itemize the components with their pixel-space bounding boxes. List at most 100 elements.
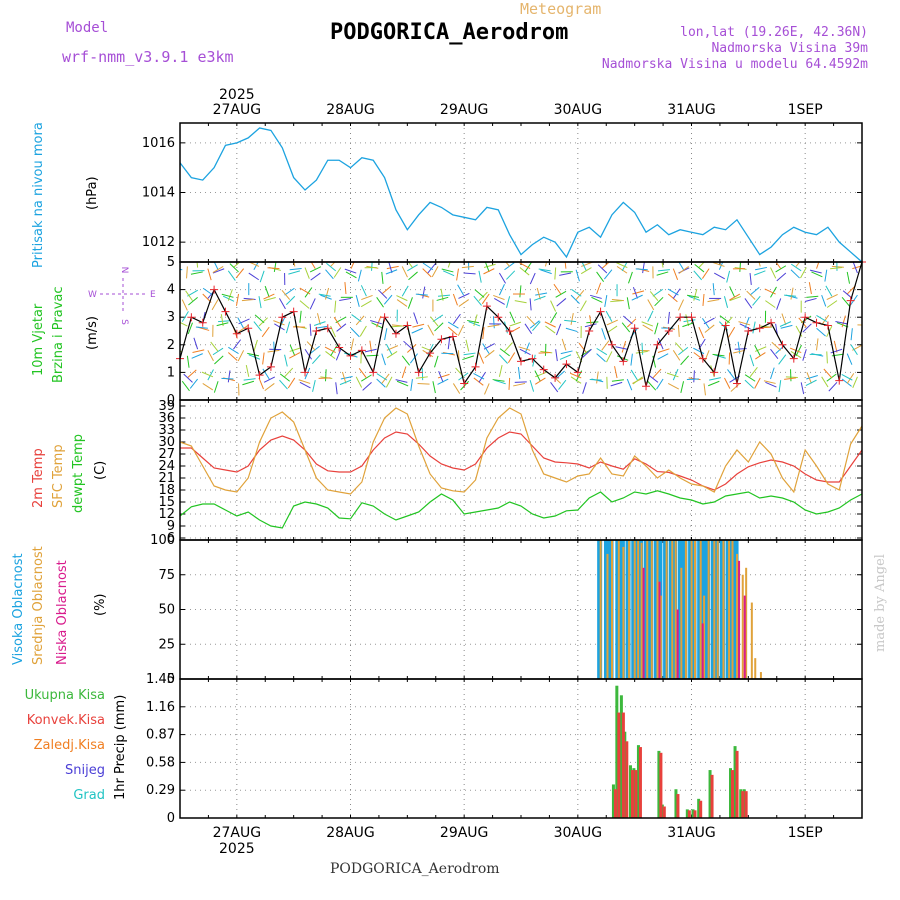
wind-arrow <box>422 286 426 299</box>
wind-arrow <box>790 269 800 279</box>
wind-arrow <box>396 380 409 387</box>
y-tick-label: 33 <box>158 423 175 438</box>
wind-gust-marker <box>312 327 321 335</box>
wind-gust-marker <box>505 327 514 335</box>
top-date-label: 1SEP <box>788 102 823 118</box>
y-tick-label: 25 <box>158 637 175 652</box>
wind-arrow <box>285 321 291 334</box>
wind-gust-marker <box>630 324 639 333</box>
wind-arrow <box>570 313 574 326</box>
wind-gust-marker <box>744 327 753 335</box>
wind-arrow <box>730 383 741 392</box>
wind-arrow <box>564 319 577 323</box>
wind-arrow <box>335 382 338 395</box>
precip-total-bar <box>733 746 737 818</box>
temp-2m-line <box>180 431 863 491</box>
wind-arrow <box>288 270 301 275</box>
wind-arrow <box>355 376 363 388</box>
wind-arrow <box>560 350 573 355</box>
wind-arrow <box>316 313 321 326</box>
wind-arrow <box>461 265 474 269</box>
cloud-mid-bar <box>707 540 710 679</box>
precip-total-bar <box>729 768 733 818</box>
y-tick-label: 1 <box>167 365 175 380</box>
wind-arrow <box>218 320 231 323</box>
wind-arrow <box>293 262 296 267</box>
y-tick-label: 3 <box>167 310 175 325</box>
wind-arrow <box>798 317 807 328</box>
wind-arrow <box>778 354 787 365</box>
y-tick-label: 6 <box>167 531 175 546</box>
wind-arrow <box>447 337 451 350</box>
wind-arrow <box>227 289 233 301</box>
wind-gust-marker <box>846 296 855 305</box>
wind-arrow <box>357 269 362 282</box>
wind-arrow <box>262 368 270 380</box>
wind-arrow <box>785 376 798 378</box>
wind-gust-marker <box>482 302 491 311</box>
precip-conv-bar <box>735 750 739 818</box>
wind-gust-marker <box>471 362 480 371</box>
wind-arrow <box>524 262 533 273</box>
wind-arrow <box>494 379 506 385</box>
cloud-mid-bar <box>716 540 719 679</box>
wind-arrow <box>570 376 582 384</box>
wind-arrow <box>442 270 455 277</box>
wind-arrow <box>284 287 295 296</box>
cloud-low-bar <box>738 560 741 679</box>
wind-arrow <box>606 351 613 363</box>
bottom-date-label: 28AUG <box>326 825 375 841</box>
cloud-mid-bar <box>622 546 625 679</box>
wind-arrow <box>635 350 648 354</box>
wind-arrow <box>494 297 505 305</box>
wind-arrow <box>351 314 362 323</box>
wind-arrow <box>826 294 838 300</box>
wind-arrow <box>544 262 548 267</box>
wind-arrow <box>739 262 742 272</box>
wind-arrow <box>306 341 316 351</box>
wind-arrow <box>507 352 516 363</box>
meteogram-title: Meteogram <box>520 0 602 18</box>
wind-arrow <box>340 376 353 380</box>
precip-conv-bar <box>617 712 621 818</box>
wind-arrow <box>467 319 480 324</box>
wind-arrow <box>504 342 513 352</box>
wind-arrow <box>345 271 357 279</box>
cloud-mid-bar <box>656 540 659 679</box>
wind-gust-marker <box>823 321 832 330</box>
wind-arrow <box>362 381 372 391</box>
wind-arrow <box>411 327 423 334</box>
wind-arrow <box>610 300 623 303</box>
cloud-mid-bar <box>628 540 631 679</box>
cloud-low-bar <box>701 623 704 679</box>
model-value: wrf-nmm_v3.9.1 e3km <box>62 48 234 66</box>
wind-arrow <box>802 323 812 333</box>
wind-gust-marker <box>301 368 310 377</box>
wind-arrow <box>656 378 664 390</box>
y-tick-label: 0.29 <box>146 783 175 798</box>
wind-arrow <box>483 263 496 269</box>
wind-arrow <box>360 285 367 297</box>
wind-arrow <box>437 373 450 379</box>
wind-gust-marker <box>403 321 412 330</box>
precip-legend-label: Snijeg <box>65 763 105 778</box>
wind-arrow <box>385 269 398 275</box>
wind-arrow <box>555 290 567 298</box>
y-tick-label: 75 <box>158 568 175 583</box>
wind-subtitle-label: Brzina i Pravac <box>51 286 66 383</box>
wind-arrow <box>195 326 208 329</box>
wind-gust-marker <box>414 368 423 377</box>
wind-arrow <box>289 347 302 352</box>
wind-arrow <box>702 293 705 307</box>
model-elevation-label: Nadmorska Visina u modelu 64.4592m <box>601 57 868 72</box>
wind-arrow <box>333 316 342 328</box>
wind-arrow <box>350 338 355 351</box>
cloud-unit-label: (%) <box>93 594 108 617</box>
wind-arrow <box>816 338 819 351</box>
cloud-low-bar <box>642 567 645 679</box>
wind-gust-marker <box>278 313 287 322</box>
wind-arrow <box>238 324 250 333</box>
wind-arrow <box>811 271 823 278</box>
wind-arrow <box>816 262 820 269</box>
